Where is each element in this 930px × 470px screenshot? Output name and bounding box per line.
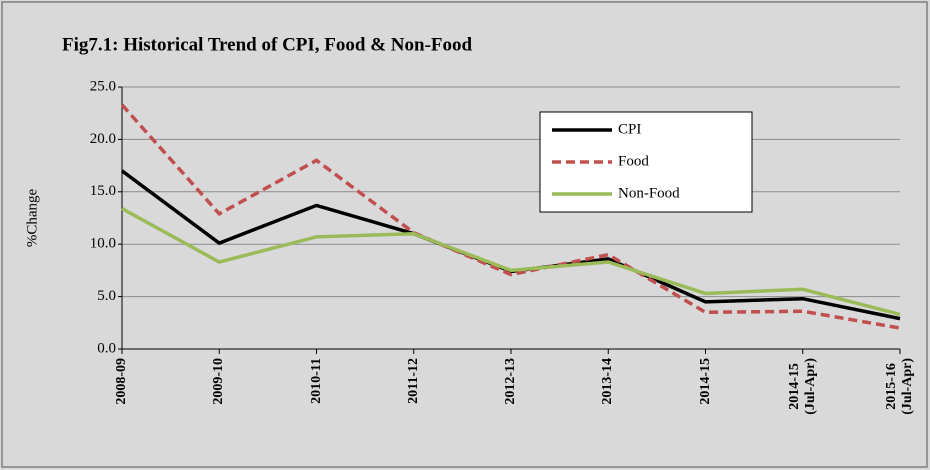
x-tick-label: 2012-13 [503, 358, 518, 405]
x-tick-label: 2009-10 [211, 358, 227, 405]
series-line [121, 207, 901, 317]
x-tick-label: 2014-15 (Jul-Apr) [786, 358, 818, 415]
x-tick-label: 2008-09 [114, 358, 129, 405]
y-tick-label: 15.0 [90, 183, 116, 199]
legend-label: Non-Food [618, 185, 680, 201]
x-tick-label: 2014-15 [697, 358, 713, 405]
y-tick-label: 10.0 [90, 236, 116, 252]
y-axis-label: %Change [24, 189, 40, 248]
legend-label: CPI [618, 121, 641, 137]
x-tick-label: 2013-14 [600, 358, 616, 405]
y-tick-label: 20.0 [90, 131, 116, 147]
x-tick-label: 2010-11 [308, 358, 324, 404]
y-tick-label: 25.0 [90, 78, 116, 94]
chart-title: Fig7.1: Historical Trend of CPI, Food & … [62, 34, 473, 55]
legend-label: Food [618, 153, 649, 169]
x-tick-label: 2015-16 (Jul-Apr) [884, 358, 915, 415]
y-tick-label: 5.0 [97, 288, 116, 304]
x-tick-label: 2011-12 [405, 358, 421, 404]
y-tick-label: 0.0 [97, 340, 116, 356]
series-line [120, 103, 901, 330]
